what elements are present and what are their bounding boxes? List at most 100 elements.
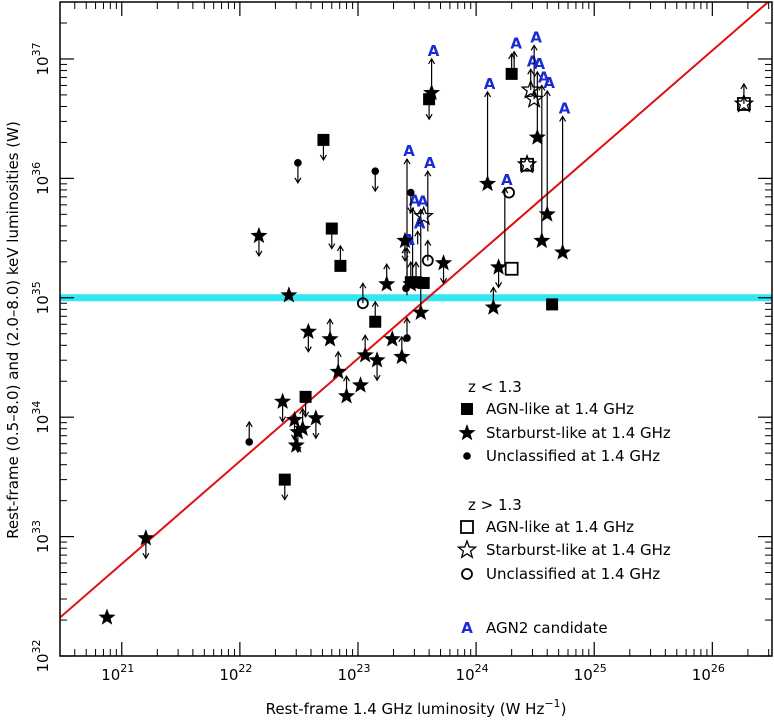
point-filled-star [490, 258, 508, 275]
point-filled-star [538, 205, 556, 222]
data-point [478, 174, 497, 192]
point-filled-star [412, 303, 430, 320]
plot-frame [59, 1, 773, 657]
point-filled-star [250, 226, 268, 244]
series-filled-star [98, 83, 572, 625]
data-point [402, 275, 420, 292]
legend-item: Unclassified at 1.4 GHz [463, 447, 660, 465]
point-filled-star [137, 529, 155, 546]
legend-label: AGN-like at 1.4 GHz [486, 400, 634, 418]
legend-item-agn2: A AGN2 candidate [461, 619, 607, 637]
data-point [98, 608, 116, 625]
point-open-star [413, 205, 435, 226]
point-filled-star [285, 410, 304, 428]
legend-group2-title: z > 1.3 [468, 496, 522, 514]
agn2-mark: A [510, 35, 522, 53]
data-point [417, 276, 430, 289]
point-filled-star [434, 254, 453, 271]
agn2-pair: A [559, 99, 571, 253]
agn2-pair: A [543, 74, 555, 215]
legend-item: AGN-like at 1.4 GHz [461, 400, 634, 418]
data-point [383, 330, 401, 347]
point-filled-star [274, 392, 292, 409]
data-point [403, 316, 411, 342]
data-point [337, 374, 356, 404]
point-filled-star [280, 286, 298, 303]
agn2-pair: A [428, 42, 440, 93]
legend-agn2-letter: A [461, 619, 473, 637]
legend-item: Starburst-like at 1.4 GHz [458, 424, 671, 442]
point-open-star [516, 153, 538, 174]
data-point [317, 133, 330, 162]
legend-item: Unclassified at 1.4 GHz [461, 565, 660, 583]
point-filled-circle [402, 284, 410, 293]
data-point [423, 83, 441, 101]
point-filled-square [546, 298, 559, 311]
data-point [294, 407, 312, 437]
legend-label: Unclassified at 1.4 GHz [486, 565, 660, 583]
data-point [733, 93, 755, 113]
data-point [396, 231, 414, 262]
point-filled-square [299, 390, 312, 403]
data-point [504, 261, 519, 276]
point-filled-square [278, 473, 291, 486]
x-axis-title: Rest-frame 1.4 GHz luminosity (W Hz−1) [266, 697, 567, 718]
point-filled-square [417, 276, 430, 289]
point-filled-star [321, 330, 339, 347]
point-filled-square [325, 222, 338, 235]
y-tick-label: 1035 [30, 281, 52, 314]
agn2-pair: A [538, 68, 550, 241]
legend-marker-filled-square [461, 403, 473, 415]
y-tick-label: 1034 [30, 401, 52, 434]
data-point [250, 226, 268, 258]
agn2-pair: A [501, 171, 513, 265]
data-point [299, 322, 317, 353]
point-filled-star [368, 351, 386, 368]
y-tick-label: 1032 [30, 639, 52, 672]
legend-marker-open-star [456, 539, 478, 559]
point-filled-star [423, 83, 441, 101]
data-point [538, 205, 556, 222]
data-point [412, 303, 430, 320]
point-filled-star [307, 409, 325, 426]
legend-item: AGN-like at 1.4 GHz [460, 518, 634, 536]
point-filled-circle [245, 438, 254, 446]
point-filled-star [299, 322, 317, 339]
data-point [307, 409, 325, 440]
data-point [546, 298, 559, 311]
data-point [356, 334, 374, 363]
x-tick-label: 1021 [101, 662, 134, 684]
point-open-star [733, 93, 755, 113]
agn2-mark: A [417, 192, 429, 210]
legend-marker-filled-circle [463, 452, 471, 460]
data-point [520, 79, 542, 99]
legend-label: Unclassified at 1.4 GHz [486, 447, 660, 465]
data-point [321, 318, 339, 347]
data-point [490, 258, 508, 289]
agn2-mark: A [484, 75, 496, 93]
x-tick-label: 1022 [219, 662, 252, 684]
legend-label: AGN-like at 1.4 GHz [486, 518, 634, 536]
agn2-pair: A [417, 192, 429, 313]
point-open-star [523, 88, 545, 109]
data-point [528, 128, 546, 145]
legend-marker-filled-star [458, 424, 476, 441]
point-filled-star [329, 362, 347, 380]
x-tick-label: 1024 [456, 662, 489, 684]
y-tick-label: 1037 [30, 42, 52, 75]
point-open-square [504, 261, 519, 276]
point-filled-star [396, 231, 414, 249]
limit-arrow-up [424, 239, 432, 261]
agn2-mark: A [527, 52, 539, 70]
point-filled-star [337, 387, 356, 404]
data-point [278, 473, 291, 501]
point-filled-star [383, 330, 401, 347]
legend-group1-title: z < 1.3 [468, 378, 522, 396]
point-filled-star [554, 243, 572, 260]
point-filled-star [294, 419, 312, 437]
data-point [421, 239, 434, 267]
point-filled-square [505, 67, 518, 80]
agn2-mark: A [428, 42, 440, 60]
